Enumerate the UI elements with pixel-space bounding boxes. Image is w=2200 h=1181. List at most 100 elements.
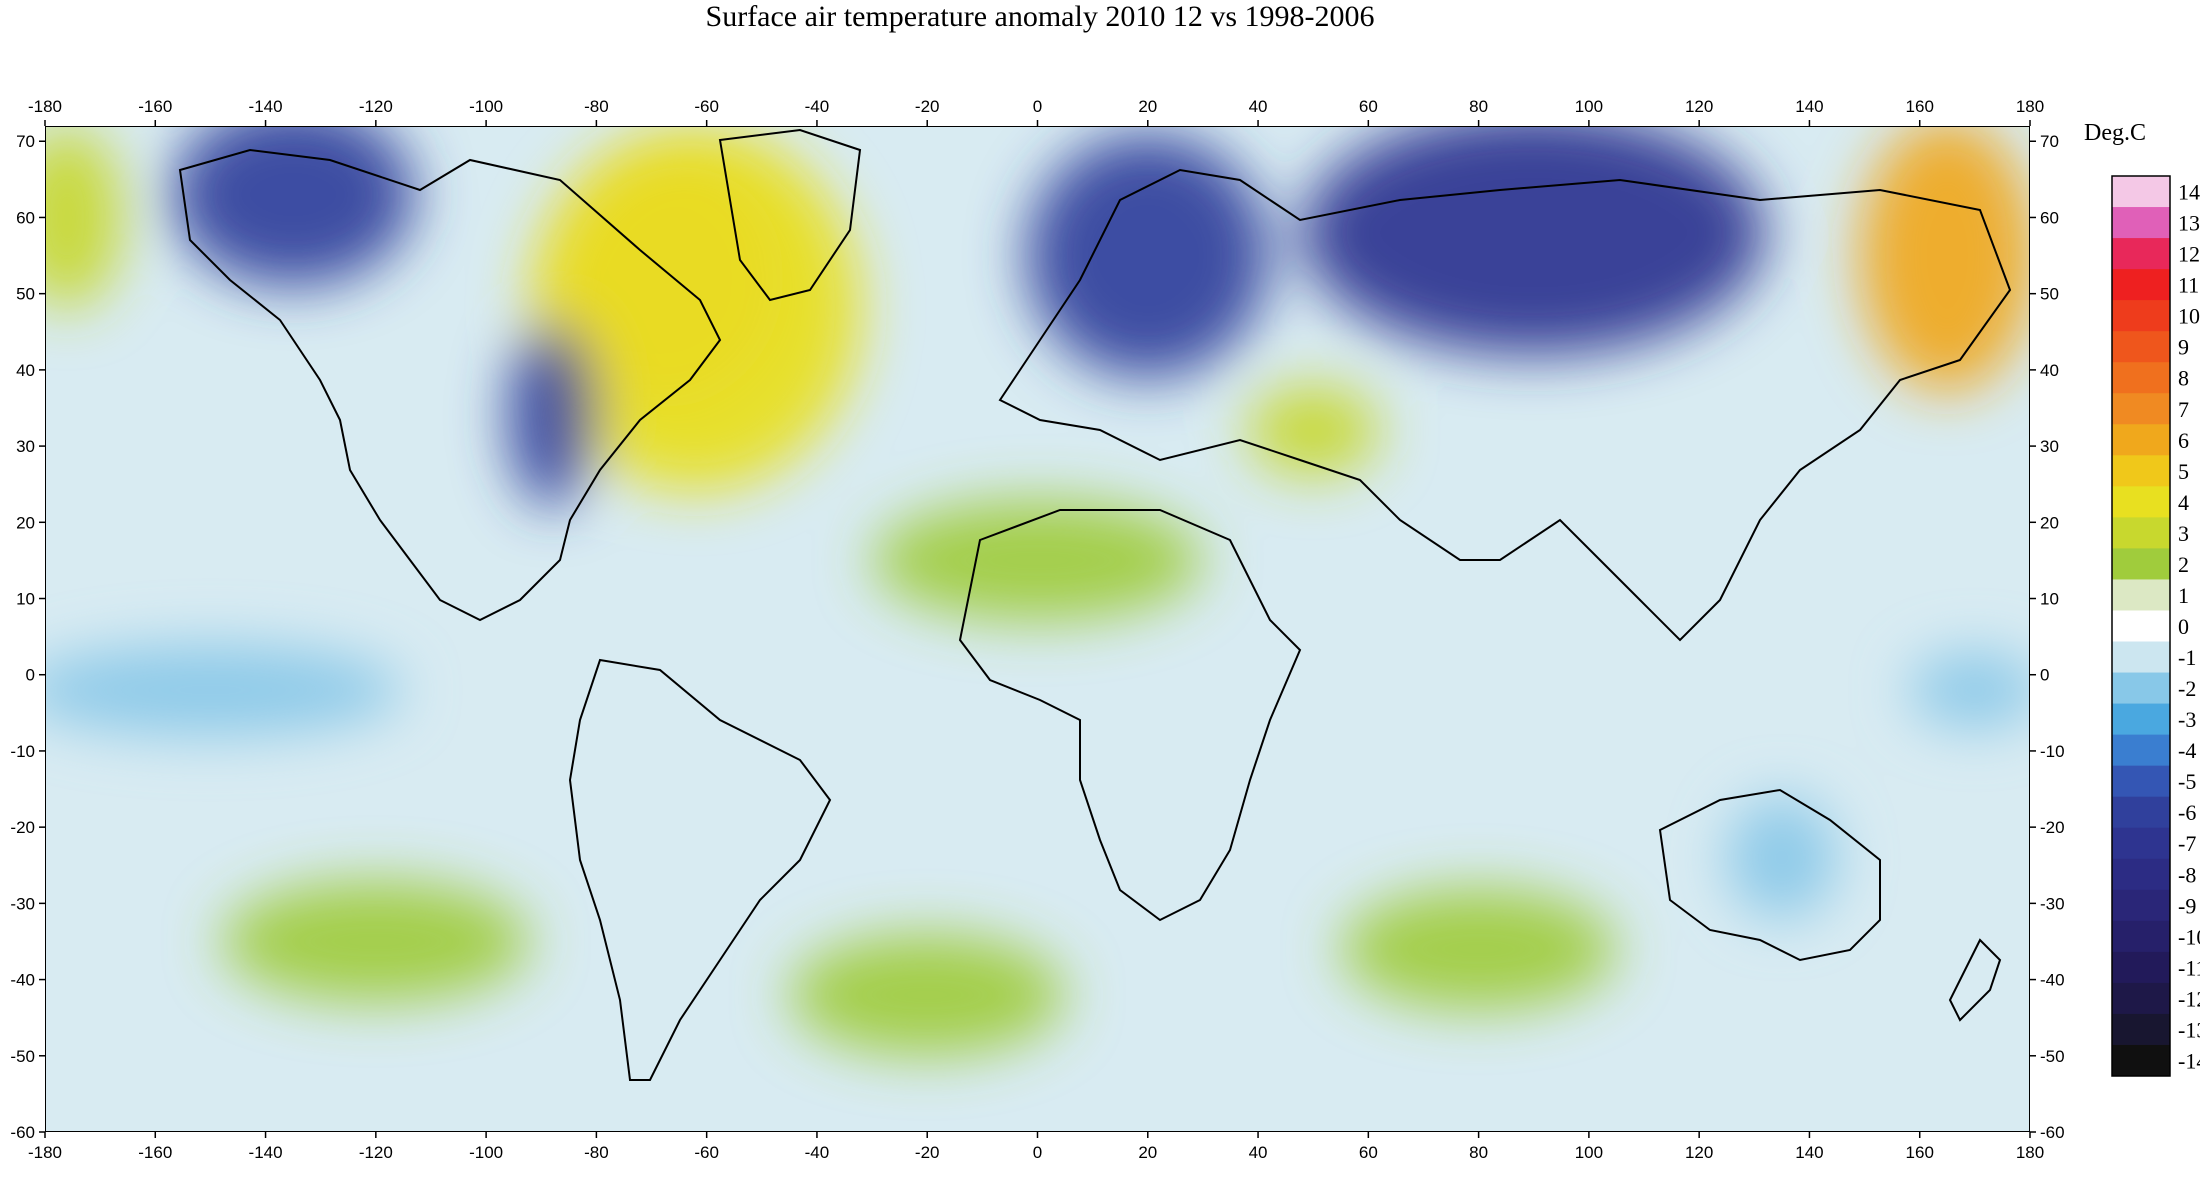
colorbar-level-label: -8 (2178, 862, 2196, 887)
coastline-new-zealand (1948, 938, 2002, 1022)
anomaly-region-central-asia-warm (1247, 385, 1380, 477)
lat-tick-left-label: -10 (10, 742, 35, 761)
anomaly-field (45, 126, 2030, 1056)
lon-tick-bottom-label: -80 (584, 1143, 609, 1162)
lon-axis-bottom: -180 -160 -140 -120 -100 -80 -60 -40 -20 0 20 40 60 8… (28, 1132, 2044, 1162)
colorbar-swatch (2112, 331, 2170, 363)
lat-tick-right-label: 30 (2040, 437, 2059, 456)
lon-tick-top-label: 180 (2016, 97, 2044, 116)
map-title: Surface air temperature anomaly 2010 12 … (705, 0, 1375, 33)
lon-tick-bottom-label: -160 (138, 1143, 172, 1162)
colorbar-swatch (2112, 610, 2170, 643)
anomaly-region-canada-warm-edge (530, 126, 862, 492)
anomaly-region-siberia-cold (1302, 126, 1766, 355)
colorbar-swatch (2112, 1013, 2170, 1046)
colorbar-level-label: -10 (2178, 924, 2200, 949)
colorbar-swatch (2112, 300, 2170, 332)
colorbar-level-label: 10 (2178, 304, 2200, 329)
colorbar-swatch (2112, 269, 2170, 301)
colorbar-level-label: 7 (2178, 397, 2189, 422)
lat-tick-right-label: 50 (2040, 285, 2059, 304)
colorbar-swatch (2112, 641, 2170, 674)
lat-tick-left-label: 60 (16, 208, 35, 227)
colorbar-level-label: 5 (2178, 459, 2189, 484)
lon-tick-bottom-label: -140 (249, 1143, 283, 1162)
colorbar-swatch (2112, 765, 2170, 798)
colorbar-level-label: 2 (2178, 552, 2189, 577)
colorbar-level-label: 14 (2178, 180, 2200, 205)
lon-tick-top-label: 120 (1685, 97, 1713, 116)
lon-axis-top: -180 -160 -140 -120 -100 -80 -60 -40 -20 0 20 40 60 8… (28, 97, 2044, 126)
lon-tick-bottom-label: 0 (1033, 1143, 1042, 1162)
lon-tick-bottom-label: 180 (2016, 1143, 2044, 1162)
anomaly-region-south-pacific-warm (221, 880, 531, 1003)
lat-tick-right-label: 10 (2040, 590, 2059, 609)
colorbar-swatch (2112, 176, 2170, 208)
coastline-eurasia (998, 168, 2012, 642)
lat-tick-left-label: -20 (10, 818, 35, 837)
lat-tick-left-label: -60 (10, 1123, 35, 1142)
map-plot-area (45, 126, 2030, 1132)
colorbar-level-label: 8 (2178, 366, 2189, 391)
lat-tick-right-label: -60 (2040, 1123, 2065, 1142)
lon-tick-bottom-label: 160 (1906, 1143, 1934, 1162)
colorbar-swatch (2112, 579, 2170, 611)
lon-tick-top-label: -120 (359, 97, 393, 116)
colorbar-level-label: -4 (2178, 738, 2196, 763)
colorbar-level-label: 11 (2178, 273, 2199, 298)
colorbar-swatch (2112, 362, 2170, 394)
lon-tick-bottom-label: -40 (805, 1143, 830, 1162)
colorbar-swatch (2112, 672, 2170, 705)
coastlines (178, 128, 2012, 1081)
lat-tick-left-label: 40 (16, 361, 35, 380)
colorbar-unit-label: Deg.C (2084, 120, 2146, 146)
lon-tick-top-label: -160 (138, 97, 172, 116)
colorbar-swatch (2112, 827, 2170, 860)
lon-tick-top-label: -60 (694, 97, 719, 116)
lat-tick-right-label: 60 (2040, 208, 2059, 227)
colorbar-swatch (2112, 982, 2170, 1015)
colorbar-level-label: 4 (2178, 490, 2189, 515)
colorbar-swatch (2112, 858, 2170, 891)
colorbar-level-label: -5 (2178, 769, 2196, 794)
anomaly-region-sahara-warm (872, 499, 1203, 622)
lat-tick-right-label: 70 (2040, 132, 2059, 151)
lon-tick-top-label: -140 (249, 97, 283, 116)
lat-tick-right-label: -40 (2040, 971, 2065, 990)
lon-tick-bottom-label: 140 (1795, 1143, 1823, 1162)
lat-tick-left-label: 30 (16, 437, 35, 456)
colorbar-level-label: 9 (2178, 335, 2189, 360)
colorbar-level-label: 1 (2178, 583, 2189, 608)
lat-axis-left: 70 60 50 40 30 20 10 0 -10 -20 -30 -40 -50 -60 (10, 132, 45, 1142)
colorbar-swatch (2112, 548, 2170, 580)
anomaly-region-indian-ocean-warm (1340, 888, 1617, 1011)
colorbar-level-label: 6 (2178, 428, 2189, 453)
colorbar-level-label: 13 (2178, 211, 2200, 236)
lon-tick-bottom-label: 120 (1685, 1143, 1713, 1162)
coastline-africa (958, 509, 1302, 922)
anomaly-region-europe-cold (1026, 133, 1270, 378)
colorbar-level-label: -6 (2178, 800, 2196, 825)
lat-tick-left-label: 70 (16, 132, 35, 151)
colorbar-level-label: -9 (2178, 893, 2196, 918)
lon-tick-top-label: 140 (1795, 97, 1823, 116)
lon-tick-top-label: 60 (1359, 97, 1378, 116)
colorbar-swatch (2112, 1044, 2170, 1077)
colorbar-level-label: 0 (2178, 614, 2189, 639)
colorbar-swatch (2112, 703, 2170, 736)
lat-tick-right-label: -30 (2040, 894, 2065, 913)
colorbar-swatch (2112, 920, 2170, 953)
lon-tick-bottom-label: -100 (469, 1143, 503, 1162)
lon-tick-top-label: -100 (469, 97, 503, 116)
lon-tick-top-label: 100 (1575, 97, 1603, 116)
colorbar-swatch (2112, 455, 2170, 487)
lon-tick-top-label: 160 (1906, 97, 1934, 116)
colorbar-level-label: -3 (2178, 707, 2196, 732)
colorbar-swatch (2112, 517, 2170, 549)
colorbar-frame (2111, 175, 2171, 1077)
lon-tick-top-label: -40 (805, 97, 830, 116)
lon-tick-bottom-label: -20 (915, 1143, 940, 1162)
lon-tick-bottom-label: 60 (1359, 1143, 1378, 1162)
anomaly-region-tropical-pacific-cool (45, 644, 404, 736)
